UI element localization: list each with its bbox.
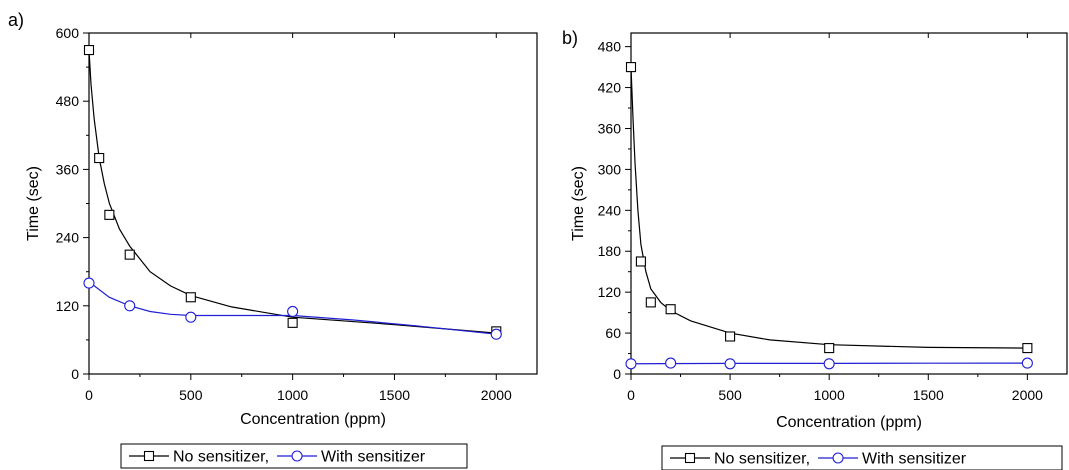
chart-panel: a) 0 500 1000 1500 2000 0 120 240 360 480 600 Concen… (8, 10, 538, 469)
x-tick-label: 2000 (481, 387, 512, 403)
y-tick-label: 360 (598, 120, 622, 136)
legend-label: With sensitizer (321, 449, 426, 466)
legend-marker (291, 450, 303, 462)
data-point (124, 300, 136, 312)
series-fit-line (630, 67, 1028, 349)
x-tick-label: 0 (85, 387, 93, 403)
data-point (725, 331, 736, 342)
legend: No sensitizer, With sensitizer (661, 445, 1063, 470)
y-tick-label: 480 (598, 39, 622, 55)
x-axis-label: Concentration (ppm) (240, 411, 386, 428)
data-point (645, 297, 656, 308)
legend-marker (684, 452, 696, 464)
data-point (287, 305, 299, 318)
y-tick-label: 420 (598, 80, 622, 96)
data-point (625, 62, 637, 73)
series-fit-line (88, 50, 497, 334)
x-axis-label: Concentration (ppm) (776, 414, 922, 431)
legend-box (661, 445, 1063, 470)
x-tick-label: 2000 (1012, 387, 1043, 403)
y-tick-label: 120 (598, 284, 622, 300)
data-point (185, 292, 196, 303)
x-tick-label: 0 (627, 387, 635, 403)
data-point (124, 249, 135, 260)
x-tick-label: 1500 (913, 387, 944, 403)
data-point (104, 209, 115, 220)
y-tick-label: 120 (56, 298, 80, 314)
y-tick-label: 300 (598, 161, 622, 177)
data-point (724, 358, 736, 370)
data-point (490, 328, 502, 340)
data-point (287, 317, 298, 328)
plot-frame (88, 32, 538, 375)
y-tick-label: 240 (598, 202, 622, 218)
data-point (83, 277, 95, 289)
legend-label: With sensitizer (862, 451, 967, 468)
data-point (1022, 343, 1033, 354)
plot-frame (630, 32, 1068, 375)
y-axis-label: Time (sec) (570, 166, 587, 241)
data-point (83, 44, 95, 56)
data-point (824, 343, 835, 354)
x-tick-label: 500 (718, 387, 742, 403)
y-tick-label: 240 (56, 230, 80, 246)
data-point (185, 311, 197, 323)
x-tick-label: 500 (179, 387, 203, 403)
legend-label: No sensitizer, (714, 451, 810, 468)
data-point (665, 304, 676, 315)
x-tick-label: 1500 (379, 387, 410, 403)
panel-label: a) (8, 10, 24, 30)
data-point (625, 358, 637, 370)
legend-marker (143, 450, 155, 462)
data-point (94, 152, 105, 164)
data-point (665, 357, 677, 369)
y-tick-label: 600 (56, 25, 80, 41)
legend: No sensitizer, With sensitizer (120, 443, 468, 469)
x-tick-label: 1000 (277, 387, 308, 403)
x-tick-label: 1000 (814, 387, 845, 403)
data-point (1021, 357, 1033, 369)
y-tick-label: 180 (598, 243, 622, 259)
legend-label: No sensitizer, (173, 449, 269, 466)
y-tick-label: 0 (613, 366, 621, 382)
y-tick-label: 60 (605, 325, 621, 341)
y-tick-label: 360 (56, 161, 80, 177)
panel-label: b) (562, 28, 578, 48)
data-point (635, 256, 646, 267)
y-tick-label: 0 (71, 366, 79, 382)
data-point (823, 358, 835, 370)
chart-panel: b) 0 500 1000 1500 2000 0 60 120 180 240 300 360 420 4… (562, 28, 1068, 470)
y-axis-label: Time (sec) (25, 166, 42, 241)
legend-marker (832, 452, 844, 464)
y-tick-label: 480 (56, 93, 80, 109)
